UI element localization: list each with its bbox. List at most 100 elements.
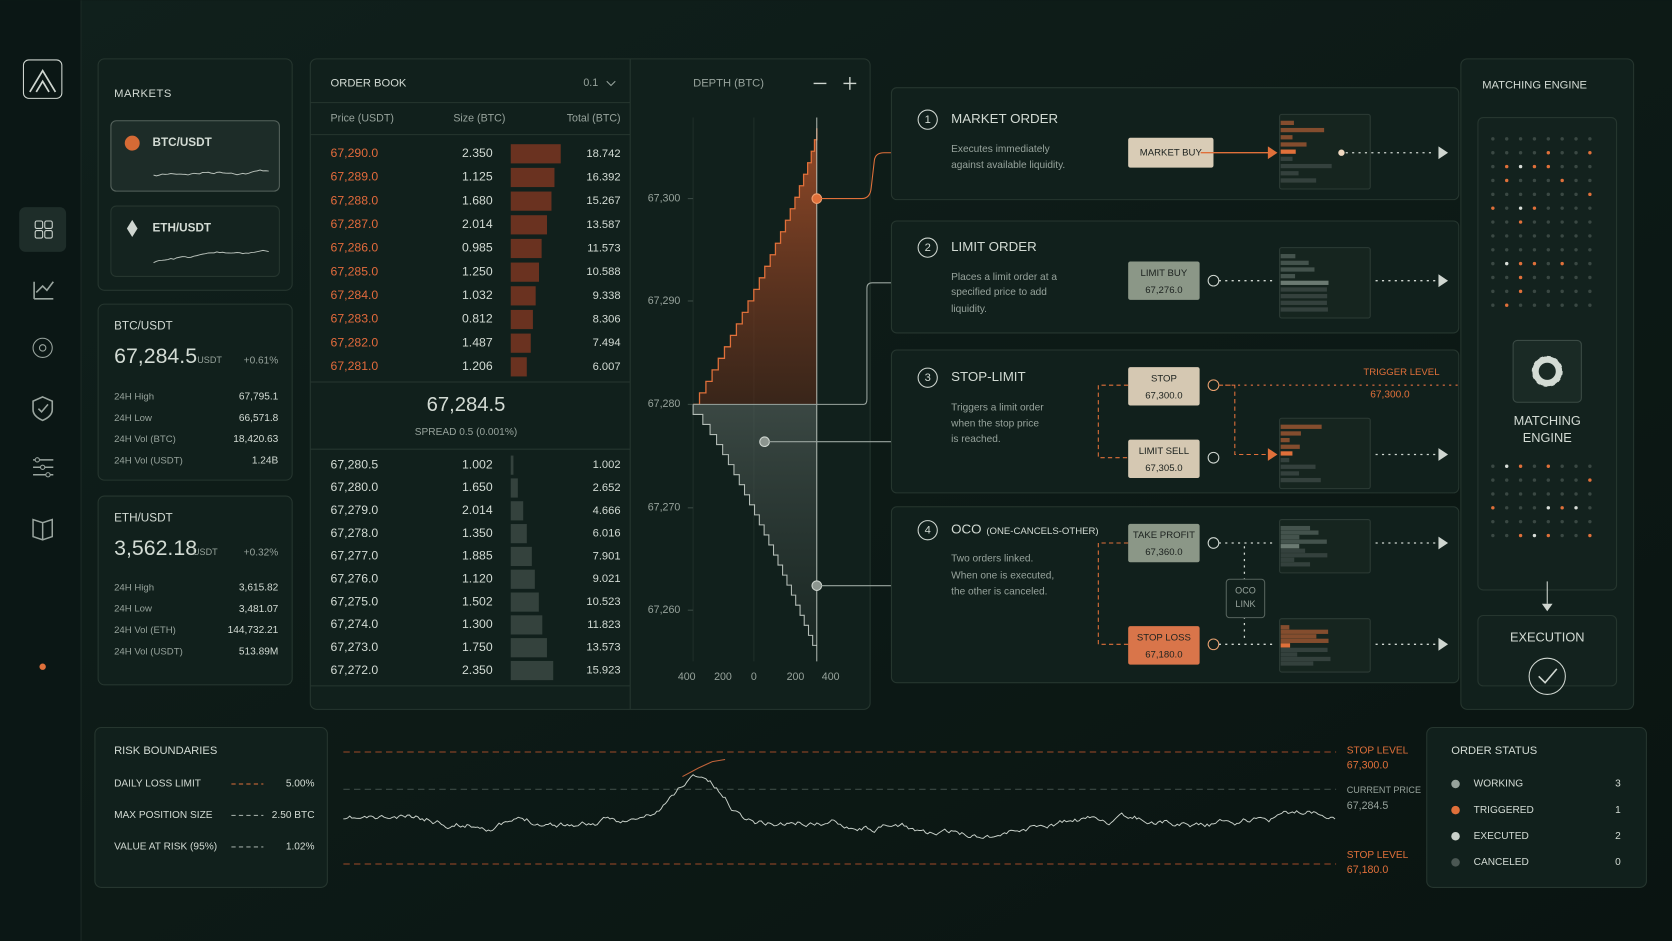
- order-title: STOP-LIMIT: [951, 369, 1025, 384]
- total: 8.306: [593, 313, 621, 325]
- grid-dot: [1491, 206, 1495, 210]
- grid-dot: [1588, 492, 1592, 496]
- depth-size-label: 200: [714, 671, 732, 683]
- order-description: the other is canceled.: [951, 587, 1047, 598]
- total: 15.923: [586, 664, 620, 676]
- last-price: 67,284.5: [427, 394, 506, 416]
- grid-dot: [1588, 164, 1592, 169]
- mini-book-bar: [1280, 539, 1327, 544]
- size: 1.002: [462, 457, 493, 471]
- grid-dot: [1560, 164, 1564, 169]
- stat-label: 24H High: [114, 391, 154, 402]
- status-dot: [1451, 779, 1460, 789]
- depth-size-label: 400: [822, 671, 840, 683]
- level-label: STOP LEVEL: [1347, 850, 1409, 861]
- price: 67,288.0: [331, 193, 379, 207]
- connector: [1097, 542, 1129, 645]
- grid-dot: [1491, 137, 1495, 141]
- mini-book-bar: [1280, 661, 1314, 666]
- grid-dot: [1505, 192, 1509, 197]
- arrow-head: [1541, 603, 1553, 612]
- panel: [94, 726, 328, 888]
- total: 10.588: [586, 266, 620, 278]
- grid-dot: [1574, 178, 1578, 183]
- total: 11.823: [587, 619, 620, 631]
- button-label: MARKET BUY: [1140, 147, 1203, 158]
- size: 1.120: [462, 571, 493, 585]
- price: 67,290.0: [331, 146, 379, 160]
- grid-dot: [1560, 533, 1564, 538]
- arrow-head: [1267, 448, 1278, 461]
- mini-book-bar: [1280, 634, 1317, 639]
- grid-dot: [1574, 289, 1578, 294]
- order-number: 3: [925, 372, 931, 384]
- depth-price-label: 67,290: [648, 295, 681, 307]
- grid-dot: [1505, 164, 1509, 169]
- button-price: 67,300.0: [1145, 390, 1182, 401]
- mini-book-bar: [1280, 142, 1307, 147]
- nav-icon: [32, 518, 53, 541]
- grid-dot: [1588, 533, 1592, 538]
- grid-dot: [1518, 192, 1523, 197]
- grid-dot: [1546, 275, 1551, 280]
- link-box: [1225, 578, 1266, 619]
- size: 1.206: [462, 359, 493, 373]
- button-label: LIMIT BUY: [1141, 268, 1188, 279]
- size: 2.350: [462, 663, 493, 677]
- order-description: When one is executed,: [951, 571, 1054, 582]
- trigger-price: 67,300.0: [1370, 389, 1410, 400]
- mini-book-bar: [1280, 431, 1301, 436]
- grid-dot: [1491, 151, 1495, 155]
- column-header: Size (BTC): [453, 112, 505, 124]
- order-button: [1128, 261, 1200, 300]
- price: 67,274.0: [331, 617, 379, 631]
- engine-label: ENGINE: [1523, 430, 1572, 445]
- ticker-pair: ETH/USDT: [114, 512, 173, 525]
- grid-dot: [1532, 164, 1537, 169]
- grid-dot: [1532, 275, 1537, 280]
- check-circle: [1528, 657, 1566, 695]
- grid-dot: [1546, 478, 1551, 482]
- mini-book-bar: [1280, 307, 1328, 312]
- mini-book-bar: [1280, 149, 1296, 154]
- grid-dot: [1532, 248, 1537, 252]
- mini-book-bar: [1280, 638, 1329, 643]
- mini-book-bar: [1280, 280, 1329, 285]
- mini-book-bar: [1280, 530, 1319, 535]
- grid-dot: [1532, 151, 1537, 155]
- nav-icon: [32, 396, 54, 422]
- grid-dot: [1574, 464, 1578, 468]
- grid-dot: [1518, 519, 1523, 524]
- grid-dot: [1505, 506, 1509, 510]
- order-button: [1128, 626, 1200, 665]
- grid-dot: [1518, 220, 1523, 224]
- depth-bar: [510, 262, 539, 282]
- grid-dot: [1491, 192, 1495, 197]
- mini-book-bar: [1280, 424, 1322, 429]
- button-price: 67,360.0: [1145, 547, 1182, 558]
- mini-book-bar: [1280, 274, 1296, 279]
- grid-dot: [1518, 151, 1523, 155]
- grid-dot: [1505, 519, 1509, 524]
- grid-dot: [1532, 533, 1537, 538]
- grid-dot: [1491, 275, 1495, 280]
- grid-dot: [1518, 478, 1523, 482]
- order-button: [1128, 367, 1200, 406]
- risk-label: DAILY LOSS LIMIT: [114, 779, 201, 790]
- grid-dot: [1560, 261, 1564, 266]
- grid-dot: [1518, 303, 1523, 307]
- nav-icon: [32, 337, 53, 359]
- grid-dot: [1532, 464, 1537, 468]
- grid-dot: [1532, 261, 1537, 266]
- grid-dot: [1546, 492, 1551, 496]
- grid-dot: [1491, 261, 1495, 266]
- grid-dot: [1532, 506, 1537, 510]
- grid-dot: [1546, 506, 1551, 510]
- button-price: 67,305.0: [1145, 463, 1182, 474]
- grid-dot: [1588, 506, 1592, 510]
- column-header: Total (BTC): [567, 112, 621, 124]
- total: 13.573: [586, 642, 620, 654]
- price: 67,276.0: [331, 571, 379, 585]
- grid-dot: [1518, 492, 1523, 496]
- depth-bar: [510, 455, 514, 475]
